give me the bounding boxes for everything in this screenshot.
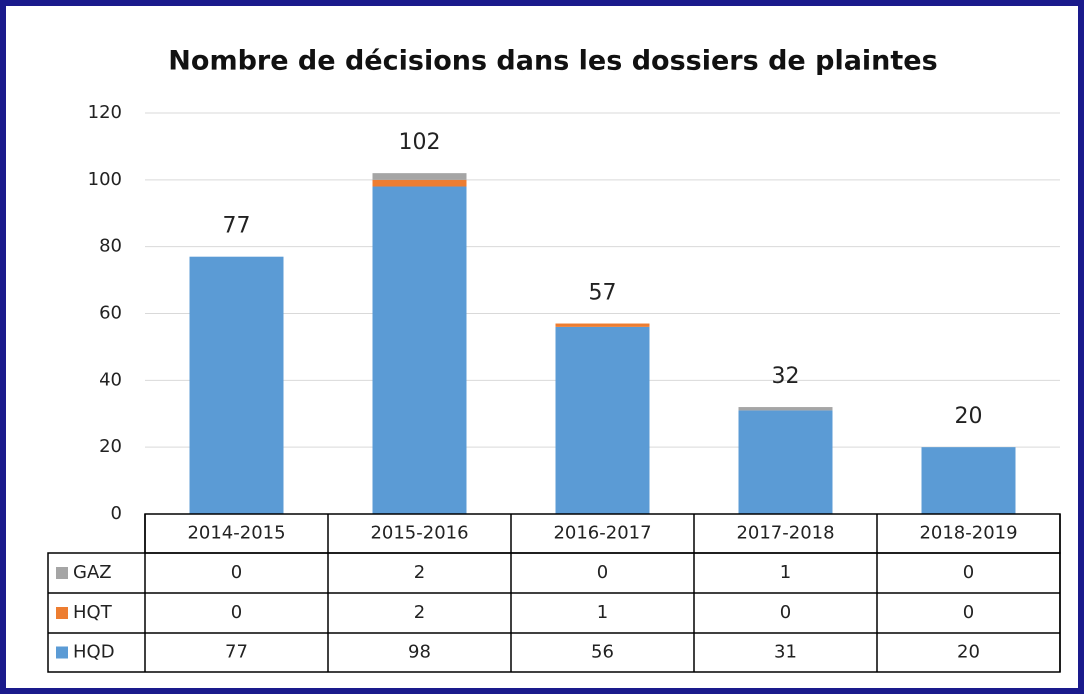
bar-segment <box>372 186 467 514</box>
legend-swatch <box>56 646 68 659</box>
total-label: 77 <box>223 214 251 239</box>
chart-title: Nombre de décisions dans les dossiers de… <box>168 46 937 77</box>
y-tick-label: 100 <box>88 169 122 190</box>
total-label: 57 <box>589 281 617 306</box>
legend-label: HQT <box>73 602 113 623</box>
table-cell: 98 <box>408 642 431 663</box>
table-cell: 77 <box>225 642 248 663</box>
table-cell: 2 <box>414 602 425 623</box>
bar-segment <box>738 407 833 411</box>
table-cell: 0 <box>963 562 974 583</box>
y-tick-label: 80 <box>99 236 122 257</box>
bar-segment <box>372 179 467 187</box>
table-cell: 1 <box>780 562 791 583</box>
y-tick-label: 20 <box>99 436 122 457</box>
table-cell: 0 <box>780 602 791 623</box>
bar-segment <box>555 326 650 514</box>
y-tick-label: 120 <box>88 102 122 123</box>
x-tick-label: 2016-2017 <box>553 523 651 544</box>
legend-swatch <box>56 607 68 619</box>
table-cell: 0 <box>963 602 974 623</box>
y-tick-label: 0 <box>111 503 122 524</box>
table-cell: 0 <box>231 562 242 583</box>
x-tick-label: 2017-2018 <box>736 523 834 544</box>
bar-segment <box>372 173 467 180</box>
bar-segment <box>189 256 284 514</box>
table-cell: 0 <box>597 562 608 583</box>
bar-segment <box>921 447 1016 514</box>
table-cell: 20 <box>957 642 980 663</box>
bar-segment <box>738 410 833 514</box>
table-cell: 31 <box>774 642 797 663</box>
x-tick-label: 2018-2019 <box>919 523 1017 544</box>
x-tick-label: 2015-2016 <box>370 523 468 544</box>
legend-label: HQD <box>73 642 115 663</box>
total-label: 20 <box>955 404 983 429</box>
legend-swatch <box>56 567 68 579</box>
x-tick-label: 2014-2015 <box>187 523 285 544</box>
legend-label: GAZ <box>73 562 112 583</box>
table-cell: 56 <box>591 642 614 663</box>
bar-segment <box>555 323 650 327</box>
table-cell: 0 <box>231 602 242 623</box>
total-label: 32 <box>772 364 800 389</box>
y-tick-label: 40 <box>99 369 122 390</box>
table-cell: 2 <box>414 562 425 583</box>
total-label: 102 <box>399 130 441 155</box>
y-tick-label: 60 <box>99 303 122 324</box>
table-cell: 1 <box>597 602 608 623</box>
